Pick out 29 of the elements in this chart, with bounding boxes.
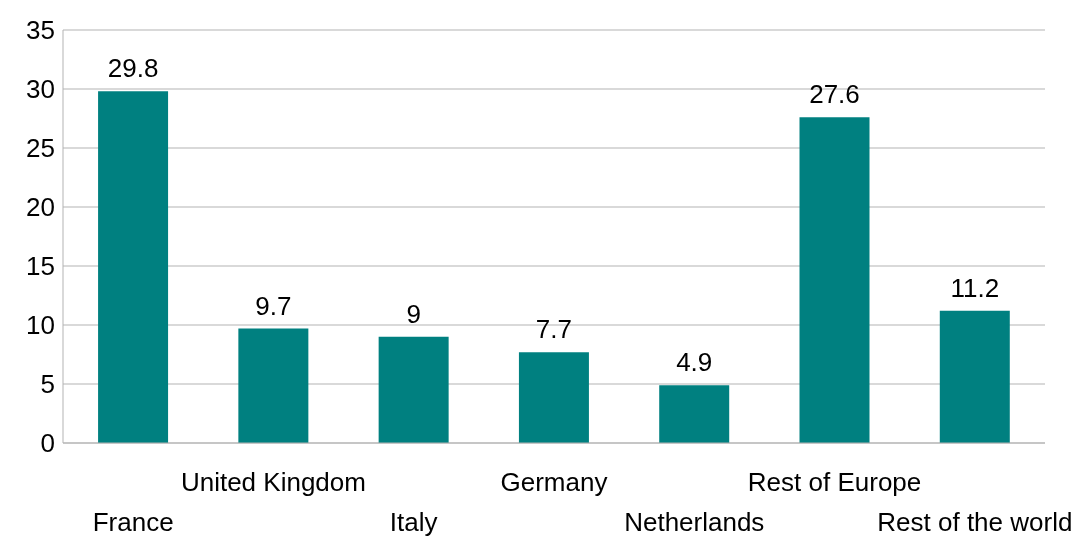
data-label: 27.6 [809,79,860,110]
x-tick-label: United Kingdom [180,467,366,497]
x-tick-label: Germany [500,467,608,497]
y-tick-label: 5 [40,369,55,400]
x-tick-label: Netherlands [624,507,765,537]
bar [939,310,1010,443]
bar [378,336,449,443]
data-label: 7.7 [535,314,573,345]
bar [518,352,589,443]
y-tick-label: 30 [26,74,55,105]
data-label: 29.8 [107,53,159,84]
bar [98,91,169,443]
data-label: 9.7 [255,290,292,321]
y-tick-label: 15 [26,251,55,282]
bar [799,117,870,443]
y-tick-label: 35 [26,15,55,46]
y-tick-label: 25 [26,133,55,164]
x-tick-label: France [92,507,174,537]
y-tick-label: 20 [26,192,55,223]
x-tick-label: Rest of the world [877,507,1073,537]
y-tick-label: 10 [26,310,55,341]
bar [238,328,309,443]
y-tick-label: 0 [40,428,55,459]
data-label: 9 [406,298,421,329]
x-tick-label: Rest of Europe [747,467,922,497]
data-label: 4.9 [676,347,713,378]
data-label: 11.2 [950,272,1000,303]
bar [659,385,730,443]
x-tick-label: Italy [389,507,438,537]
